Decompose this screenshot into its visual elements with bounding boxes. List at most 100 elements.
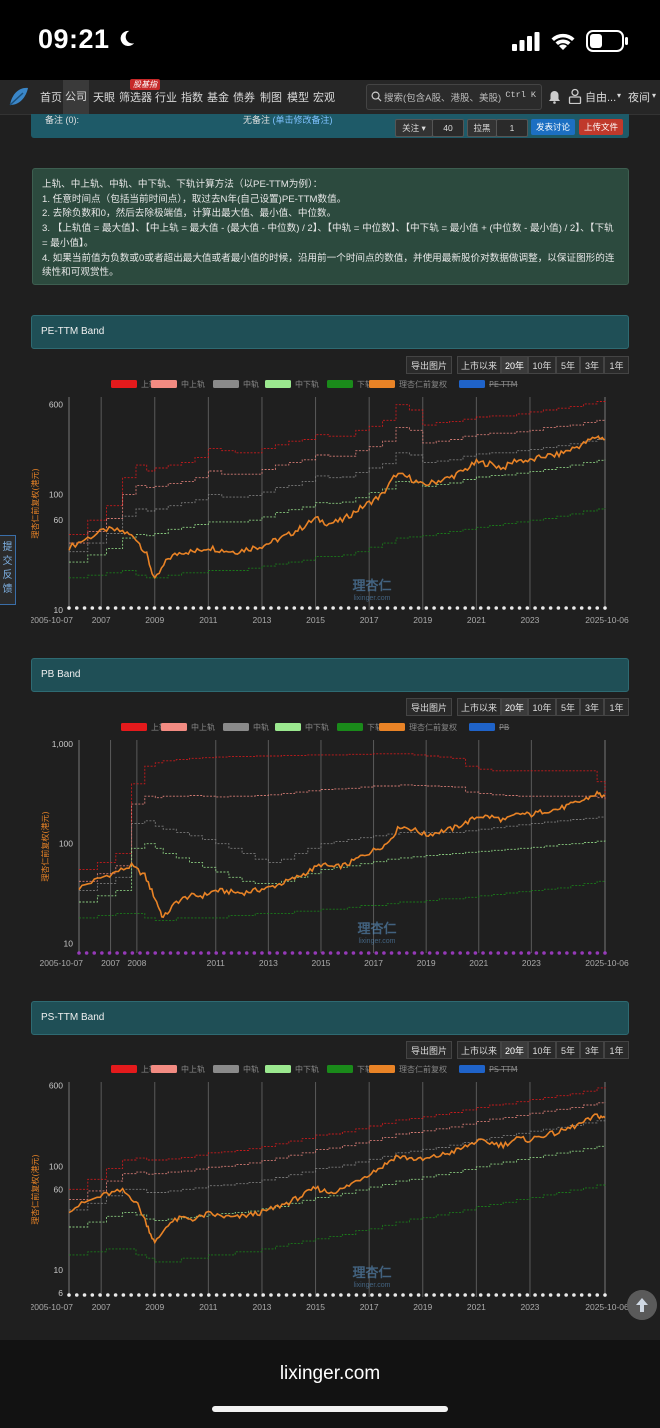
metric-marker	[478, 606, 483, 610]
pe-ttm-band-chart[interactable]: 10 60 100 600 2005-10-07 2007 2009 2011 2013 2015…	[31, 375, 631, 630]
metric-marker	[541, 606, 545, 610]
export-image-button[interactable]: 导出图片	[406, 356, 452, 374]
nav-fund[interactable]: 基金	[207, 92, 229, 104]
metric-marker	[534, 951, 539, 955]
metric-marker	[199, 606, 203, 610]
user-menu[interactable]: 自由...	[585, 92, 617, 104]
browser-bottom-bar: lixinger.com	[0, 1340, 660, 1428]
ps-ttm-band-chart[interactable]: 6 10 60 100 600 2005-10-07 2007 2009 2011 2013 201…	[31, 1060, 631, 1318]
export-image-button[interactable]: 导出图片	[406, 1041, 452, 1059]
action-bar: 关注 ▾ 40 拉黑 1 发表讨论 上传文件	[392, 118, 626, 137]
edit-remark-link[interactable]: (单击修改备注)	[272, 115, 333, 125]
remark-note[interactable]: 无备注 (单击修改备注)	[243, 113, 333, 126]
x-tick-label: 2013	[259, 958, 278, 968]
range-3y[interactable]: 3年	[580, 1041, 604, 1059]
metric-marker	[315, 606, 320, 610]
legend-swatch	[223, 723, 249, 731]
range-20y[interactable]: 20年	[501, 356, 528, 374]
range-since-listing[interactable]: 上市以来	[457, 1041, 501, 1059]
range-since-listing[interactable]: 上市以来	[457, 698, 501, 716]
legend-label: 理杏仁前复权	[409, 722, 457, 732]
metric-marker	[556, 606, 561, 610]
nav-company[interactable]: 公司	[63, 80, 89, 114]
post-discussion-button[interactable]: 发表讨论	[531, 119, 575, 135]
feedback-tab[interactable]: 提交反馈	[0, 535, 16, 605]
legend-label: 中轨	[243, 1064, 259, 1074]
metric-marker	[176, 951, 180, 955]
metric-marker	[385, 1293, 390, 1297]
ps-ttm-toolbar: 导出图片 上市以来 20年 10年 5年 3年 1年	[406, 1041, 629, 1059]
scroll-to-top-button[interactable]	[627, 1290, 657, 1320]
lixinger-logo-icon[interactable]	[8, 85, 30, 109]
metric-marker	[471, 606, 475, 610]
theme-toggle[interactable]: 夜间	[628, 92, 650, 104]
series-line-lower	[69, 1184, 606, 1263]
legend-label: 中下轨	[305, 722, 329, 732]
metric-marker	[276, 1293, 281, 1297]
range-10y[interactable]: 10年	[528, 1041, 556, 1059]
nav-charting[interactable]: 制图	[260, 92, 282, 104]
metric-marker	[587, 1293, 592, 1297]
metric-marker	[595, 1293, 600, 1297]
legend-label: 中下轨	[295, 1064, 319, 1074]
user-lock-icon[interactable]	[568, 88, 582, 104]
metric-marker	[206, 951, 211, 955]
x-tick-label: 2025-10-06	[585, 615, 629, 625]
nav-macro[interactable]: 宏观	[313, 92, 335, 104]
description-line: 2. 去除负数和0，然后去除极端值，计算出最大值、最小值、中位数。	[42, 208, 337, 220]
metric-marker	[463, 1293, 467, 1297]
range-10y[interactable]: 10年	[528, 356, 556, 374]
block-button[interactable]: 拉黑	[467, 119, 497, 137]
metric-marker	[260, 951, 264, 955]
metric-marker	[494, 606, 499, 610]
range-1y[interactable]: 1年	[604, 356, 629, 374]
home-indicator[interactable]	[212, 1406, 448, 1412]
wifi-icon	[551, 33, 575, 50]
range-3y[interactable]: 3年	[580, 698, 604, 716]
search-input[interactable]: 搜索(包含A股、港股、美股) Ctrl K	[366, 84, 542, 110]
remark-label: 备注 (0):	[45, 115, 80, 125]
range-1y[interactable]: 1年	[604, 698, 629, 716]
metric-marker	[370, 1293, 374, 1297]
nav-index[interactable]: 指数	[181, 92, 203, 104]
metric-marker	[401, 606, 405, 610]
metric-marker	[145, 951, 150, 955]
metric-marker	[129, 606, 133, 610]
range-since-listing[interactable]: 上市以来	[457, 356, 501, 374]
nav-industry[interactable]: 行业	[155, 92, 177, 104]
metric-marker	[603, 606, 607, 610]
description-line: 上轨、中上轨、中轨、中下轨、下轨计算方法（以PE-TTM为例）：	[42, 179, 323, 190]
upload-file-button[interactable]: 上传文件	[579, 119, 623, 135]
metric-marker	[92, 951, 97, 955]
follow-dropdown[interactable]: 关注 ▾	[395, 119, 433, 137]
range-10y[interactable]: 10年	[528, 698, 556, 716]
follow-count: 40	[432, 119, 464, 137]
range-5y[interactable]: 5年	[556, 698, 580, 716]
export-image-button[interactable]: 导出图片	[406, 698, 452, 716]
metric-marker	[556, 1293, 561, 1297]
nav-bond[interactable]: 债券	[233, 92, 255, 104]
metric-marker	[455, 606, 460, 610]
nav-screener[interactable]: 筛选器	[119, 92, 152, 104]
legend-label: 下轨	[357, 1064, 373, 1074]
nav-model[interactable]: 模型	[287, 92, 309, 104]
metric-marker	[339, 606, 343, 610]
legend-label: 中上轨	[181, 379, 205, 389]
metric-marker	[160, 606, 165, 610]
range-1y[interactable]: 1年	[604, 1041, 629, 1059]
browser-url[interactable]: lixinger.com	[279, 1363, 381, 1384]
range-20y[interactable]: 20年	[501, 698, 528, 716]
range-3y[interactable]: 3年	[580, 356, 604, 374]
metric-marker	[486, 606, 491, 610]
nav-home[interactable]: 首页	[40, 92, 62, 104]
nav-tianyan[interactable]: 天眼	[93, 92, 115, 104]
metric-marker	[321, 951, 325, 955]
range-20y[interactable]: 20年	[501, 1041, 528, 1059]
series-line-price	[68, 434, 606, 580]
pb-band-chart[interactable]: 10 100 1,000 2005-10-07 2007 2008 2011 2013 2015…	[31, 718, 631, 973]
metric-marker	[230, 1293, 234, 1297]
bell-icon[interactable]	[548, 90, 561, 104]
range-5y[interactable]: 5年	[556, 1041, 580, 1059]
metric-marker	[269, 1293, 273, 1297]
range-5y[interactable]: 5年	[556, 356, 580, 374]
